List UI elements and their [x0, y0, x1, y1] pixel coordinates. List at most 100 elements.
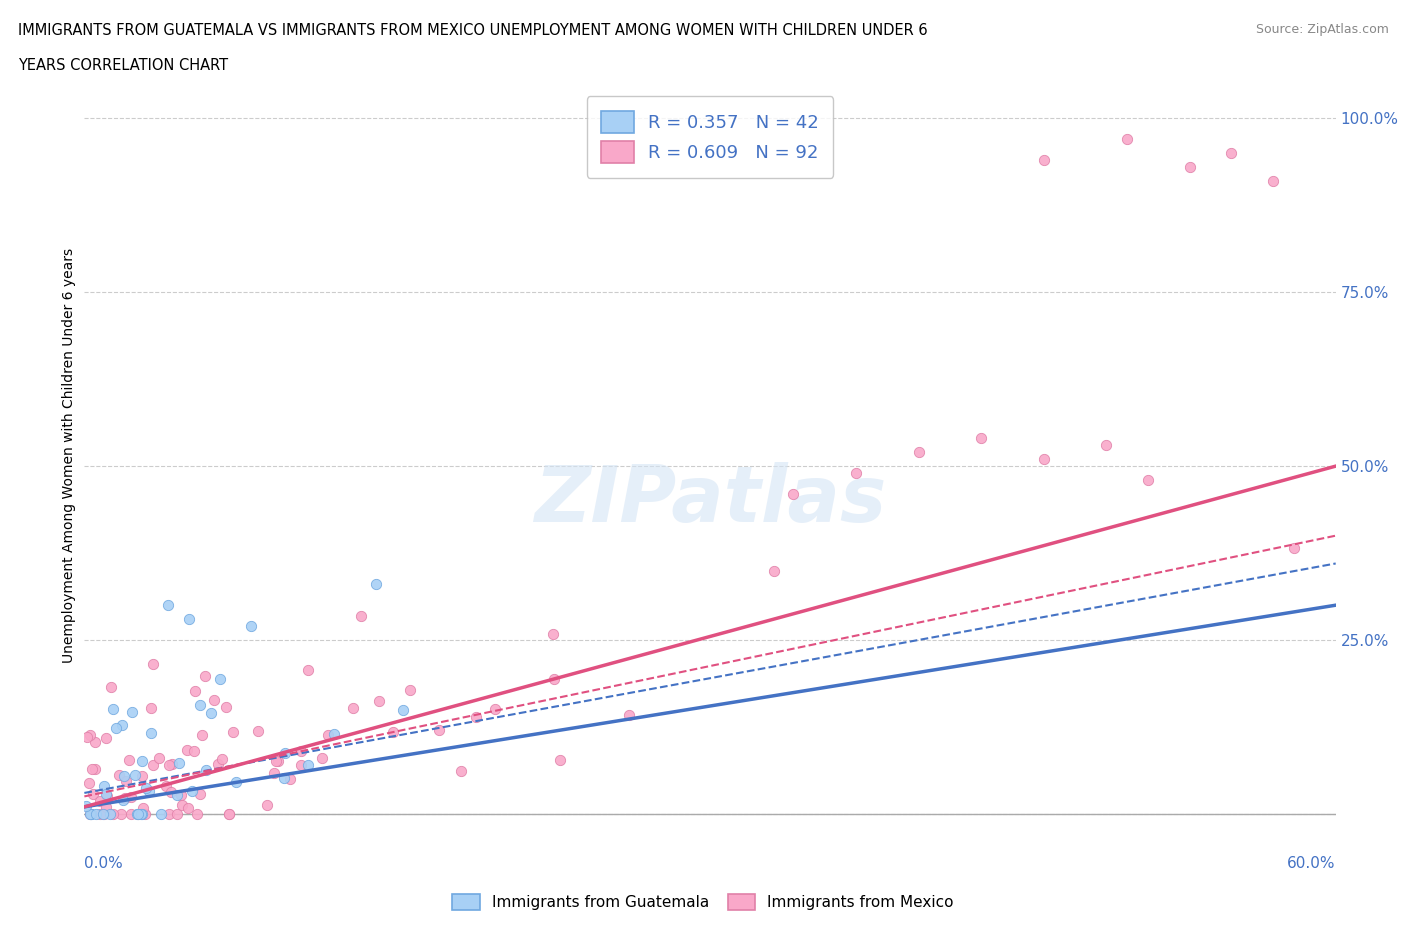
Point	[124, 767, 146, 782]
Point	[273, 771, 295, 786]
Point	[157, 806, 180, 821]
Point	[266, 753, 288, 768]
Point	[464, 710, 486, 724]
Point	[93, 806, 115, 821]
Point	[111, 717, 134, 732]
Point	[129, 806, 152, 821]
Text: 0.0%: 0.0%	[84, 856, 124, 870]
Point	[318, 727, 340, 742]
Point	[188, 698, 211, 712]
Point	[101, 701, 124, 716]
Point	[135, 780, 157, 795]
Point	[225, 775, 247, 790]
Point	[128, 806, 150, 821]
Point	[157, 757, 180, 772]
Point	[166, 788, 188, 803]
Point	[112, 792, 135, 807]
Point	[263, 765, 285, 780]
Point	[101, 806, 124, 821]
Point	[1178, 160, 1201, 175]
Point	[907, 445, 929, 459]
Point	[138, 783, 160, 798]
Point	[274, 746, 297, 761]
Point	[96, 786, 118, 801]
Point	[297, 663, 319, 678]
Point	[160, 757, 183, 772]
Point	[131, 806, 153, 821]
Point	[100, 680, 122, 695]
Point	[134, 806, 156, 821]
Point	[120, 790, 142, 804]
Point	[1116, 132, 1139, 147]
Point	[131, 753, 153, 768]
Point	[94, 800, 117, 815]
Point	[278, 772, 301, 787]
Point	[96, 789, 118, 804]
Point	[543, 671, 565, 686]
Point	[94, 730, 117, 745]
Point	[149, 806, 172, 821]
Point	[139, 725, 162, 740]
Point	[200, 706, 222, 721]
Point	[1032, 452, 1054, 467]
Point	[141, 657, 163, 671]
Point	[76, 730, 98, 745]
Point	[218, 806, 240, 821]
Point	[80, 806, 103, 821]
Legend: R = 0.357   N = 42, R = 0.609   N = 92: R = 0.357 N = 42, R = 0.609 N = 92	[586, 97, 834, 178]
Point	[160, 784, 183, 799]
Point	[484, 702, 506, 717]
Point	[104, 721, 127, 736]
Point	[342, 701, 364, 716]
Point	[323, 727, 346, 742]
Point	[176, 743, 198, 758]
Point	[79, 806, 101, 821]
Text: Source: ZipAtlas.com: Source: ZipAtlas.com	[1256, 23, 1389, 36]
Point	[209, 671, 232, 686]
Point	[77, 776, 100, 790]
Point	[1137, 472, 1160, 487]
Point	[246, 724, 269, 738]
Point	[120, 806, 142, 821]
Point	[350, 608, 373, 623]
Point	[79, 806, 101, 821]
Point	[1220, 146, 1243, 161]
Point	[183, 743, 205, 758]
Point	[100, 806, 122, 821]
Point	[139, 700, 162, 715]
Point	[1282, 540, 1305, 555]
Point	[184, 684, 207, 698]
Point	[550, 752, 572, 767]
Point	[1095, 438, 1118, 453]
Point	[89, 806, 111, 821]
Point	[970, 431, 993, 445]
Point	[75, 798, 97, 813]
Text: IMMIGRANTS FROM GUATEMALA VS IMMIGRANTS FROM MEXICO UNEMPLOYMENT AMONG WOMEN WIT: IMMIGRANTS FROM GUATEMALA VS IMMIGRANTS …	[18, 23, 928, 38]
Point	[367, 694, 389, 709]
Point	[80, 761, 103, 776]
Point	[110, 806, 132, 821]
Point	[131, 769, 153, 784]
Point	[82, 786, 104, 801]
Point	[218, 806, 240, 821]
Text: YEARS CORRELATION CHART: YEARS CORRELATION CHART	[18, 58, 228, 73]
Point	[83, 762, 105, 777]
Point	[132, 801, 155, 816]
Point	[89, 794, 111, 809]
Point	[155, 778, 177, 793]
Point	[366, 577, 388, 591]
Point	[427, 723, 450, 737]
Point	[382, 724, 405, 739]
Point	[311, 751, 333, 765]
Point	[541, 627, 564, 642]
Point	[172, 798, 194, 813]
Point	[115, 774, 138, 789]
Point	[195, 763, 218, 777]
Point	[1263, 174, 1285, 189]
Point	[202, 692, 225, 707]
Point	[84, 735, 107, 750]
Point	[762, 564, 785, 578]
Point	[148, 751, 170, 765]
Point	[118, 752, 141, 767]
Point	[112, 768, 135, 783]
